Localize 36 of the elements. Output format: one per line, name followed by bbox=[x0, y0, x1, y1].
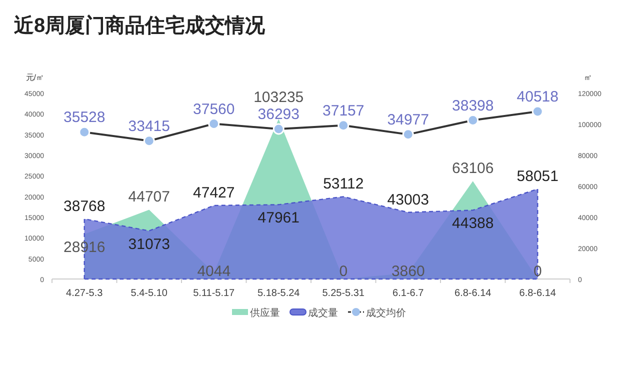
x-tick-label: 5.4-5.10 bbox=[130, 288, 168, 299]
x-tick-label: 6.1-6.7 bbox=[392, 288, 424, 299]
x-tick-label: 5.18-5.24 bbox=[257, 288, 300, 299]
data-label: 37157 bbox=[322, 102, 364, 120]
data-label: 34977 bbox=[387, 111, 429, 128]
x-tick-label: 5.25-5.31 bbox=[322, 288, 365, 299]
legend-label: 成交量 bbox=[308, 307, 338, 319]
data-label: 36293 bbox=[258, 106, 300, 123]
y-axis-title: 元/㎡ bbox=[26, 73, 44, 82]
data-label: 33415 bbox=[128, 118, 170, 135]
data-label: 3860 bbox=[391, 263, 425, 280]
data-label: 0 bbox=[339, 263, 348, 280]
data-label: 58051 bbox=[516, 168, 558, 186]
data-label: 4044 bbox=[197, 263, 231, 280]
data-label: 40518 bbox=[516, 88, 558, 106]
x-tick-label: 6.8-6.14 bbox=[519, 288, 556, 299]
data-label: 43003 bbox=[387, 191, 429, 208]
data-label: 103235 bbox=[254, 88, 304, 106]
x-tick-label: 6.8-6.14 bbox=[454, 288, 492, 299]
data-label: 53112 bbox=[323, 176, 364, 193]
y2-axis-title: ㎡ bbox=[584, 73, 592, 82]
legend-label: 成交均价 bbox=[366, 307, 406, 319]
data-label: 47961 bbox=[258, 210, 300, 227]
data-label: 63106 bbox=[452, 160, 494, 178]
x-tick-label: 4.27-5.3 bbox=[66, 288, 104, 299]
data-label: 44707 bbox=[128, 188, 170, 206]
data-label: 37560 bbox=[193, 100, 235, 118]
chart-title: 近8周厦门商品住宅成交情况 bbox=[13, 14, 266, 37]
data-label: 35528 bbox=[64, 109, 106, 126]
data-label: 38398 bbox=[452, 97, 494, 114]
data-label: 31073 bbox=[128, 236, 170, 253]
data-label: 38768 bbox=[64, 198, 106, 215]
legend-label: 供应量 bbox=[250, 307, 280, 319]
data-label: 47427 bbox=[193, 184, 235, 202]
data-label: 44388 bbox=[452, 215, 494, 232]
x-tick-label: 5.11-5.17 bbox=[193, 288, 236, 299]
